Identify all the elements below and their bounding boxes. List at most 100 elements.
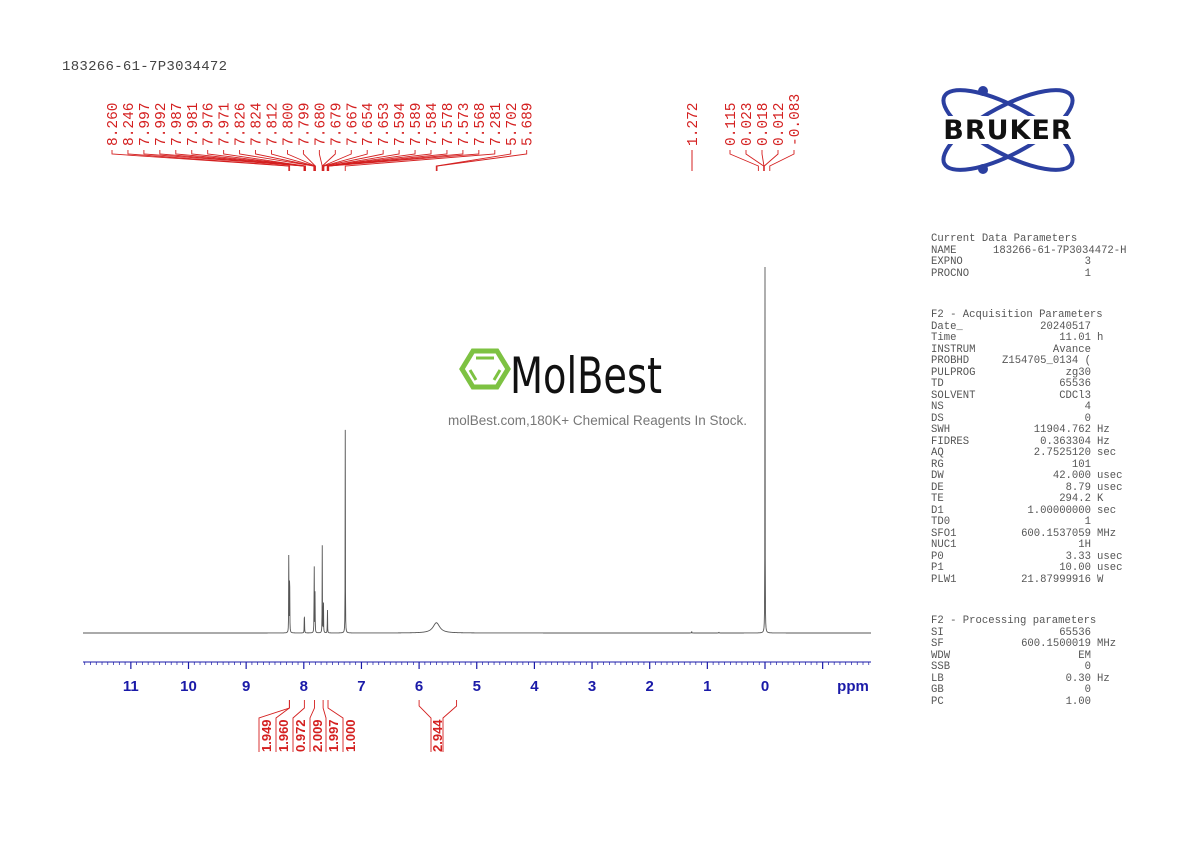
param-unit [1091, 697, 1097, 709]
param-unit: sec [1097, 504, 1117, 517]
param-key: P1 [931, 562, 944, 574]
param-unit: Hz [1097, 424, 1110, 436]
param-key: TD [931, 378, 944, 390]
param-row: TE 294.2 K [931, 493, 1122, 506]
param-row: SSB 0 [931, 661, 1122, 674]
param-value: Avance [1052, 343, 1091, 356]
param-value: 1H [1078, 539, 1091, 551]
param-row: SI 65536 [931, 626, 1122, 640]
param-row: P0 3.33 usec [931, 550, 1123, 564]
integral-label: 2.944 [430, 719, 445, 752]
param-key: DS [931, 412, 944, 425]
param-unit: W [1097, 573, 1104, 586]
axis-tick-label: 7 [357, 678, 365, 695]
param-key: SFO1 [931, 527, 957, 540]
param-row: DS 0 [931, 412, 1122, 426]
param-key: PROCNO [931, 267, 970, 280]
param-group-heading: F2 - Processing parameters [931, 615, 1097, 627]
peak-label: 5.702 [505, 102, 521, 146]
param-value: 3.33 [1065, 550, 1091, 563]
param-value: 42.000 [1052, 470, 1091, 482]
axis-unit-label: ppm [837, 678, 869, 695]
param-key: WDW [931, 649, 951, 662]
param-unit: K [1097, 493, 1104, 505]
peak-label: 7.812 [266, 102, 282, 146]
param-value: 0.30 [1065, 672, 1091, 685]
param-unit [1091, 662, 1097, 674]
spectrum-trace [83, 266, 871, 634]
param-key: TD0 [931, 516, 951, 528]
param-unit: usec [1097, 481, 1123, 494]
x-axis: 11 10 9 8 7 6 5 4 3 2 1 0 ppm [83, 661, 871, 695]
param-unit [1091, 517, 1097, 529]
peak-label: 7.594 [393, 102, 409, 146]
param-key: NUC1 [931, 539, 957, 551]
integral-label: 1.997 [326, 719, 341, 752]
param-unit [1091, 391, 1097, 403]
param-unit: Hz [1097, 672, 1110, 685]
param-row: INSTRUM Avance [931, 343, 1122, 357]
peak-label: 7.653 [377, 102, 393, 146]
param-value: 183266-61-7P3034472-H [993, 244, 1127, 257]
integral-label: 1.960 [276, 719, 291, 752]
param-key: NS [931, 401, 944, 413]
param-value: 10.00 [1059, 562, 1091, 574]
param-unit: MHz [1097, 527, 1117, 540]
param-row: TD0 1 [931, 516, 1122, 529]
param-key: DW [931, 470, 944, 482]
sample-title: 183266-61-7P3034472 [62, 59, 228, 75]
param-unit: usec [1097, 470, 1123, 482]
param-value: 600.1500019 [1021, 638, 1091, 650]
param-group-heading: Current Data Parameters [931, 233, 1078, 245]
param-row: PC 1.00 [931, 696, 1122, 709]
param-key: SSB [931, 661, 951, 673]
peak-label: 0.115 [724, 102, 740, 146]
param-unit [1091, 269, 1097, 281]
integral-labels: 1.949 1.960 0.972 2.009 1.997 1.000 2.944 [258, 700, 458, 752]
param-unit [1091, 651, 1097, 663]
peak-label: 7.971 [218, 102, 234, 146]
param-value: Z154705_0134 ( [1001, 355, 1091, 367]
current-data-parameters: Current Data Parameters NAME 183266-61-7P3… [931, 233, 1127, 281]
param-row: NUC1 1H [931, 539, 1122, 552]
param-unit [1091, 540, 1097, 552]
param-key: PLW1 [931, 573, 957, 586]
peak-label: 7.976 [202, 102, 218, 146]
param-value: 4 [1084, 401, 1091, 413]
param-group-heading: F2 - Acquisition Parameters [931, 309, 1103, 321]
param-key: PROBHD [931, 355, 970, 367]
param-key: RG [931, 458, 944, 471]
param-row: WDW EM [931, 649, 1122, 663]
param-value: 65536 [1059, 626, 1091, 639]
svg-text:MolBest: MolBest [510, 347, 662, 402]
peak-label: 7.987 [170, 102, 186, 146]
param-unit: usec [1097, 562, 1123, 574]
peak-label: 7.573 [457, 102, 473, 146]
param-key: SI [931, 626, 944, 639]
param-row: RG 101 [931, 458, 1122, 472]
param-key: PULPROG [931, 366, 976, 379]
param-value: 1.00000000 [1027, 504, 1091, 517]
param-row: PROCNO 1 [931, 267, 1122, 281]
atom-dot-icon [978, 86, 988, 96]
param-unit: sec [1097, 447, 1117, 459]
param-row: TD 65536 [931, 378, 1122, 391]
param-key: LB [931, 672, 944, 685]
parameter-panel: Current Data Parameters NAME 183266-61-7P3… [931, 211, 1127, 727]
param-key: DE [931, 481, 944, 494]
param-row: PROBHD Z154705_0134 ( [931, 355, 1122, 368]
param-value: 0.363304 [1040, 435, 1091, 448]
param-row: SF 600.1500019 MHz [931, 638, 1122, 651]
param-unit: usec [1097, 550, 1123, 563]
peak-label: 7.826 [234, 102, 250, 146]
integral-label: 1.000 [343, 719, 358, 752]
param-row: SOLVENT CDCl3 [931, 389, 1122, 403]
bruker-logo: BRUKER [926, 86, 1092, 174]
molbest-watermark: MolBest [448, 340, 748, 407]
peak-label: 7.654 [361, 102, 377, 146]
param-key: P0 [931, 550, 944, 563]
axis-tick-label: 1 [703, 678, 711, 695]
peak-label: 0.012 [772, 102, 788, 146]
param-key: SOLVENT [931, 389, 976, 402]
